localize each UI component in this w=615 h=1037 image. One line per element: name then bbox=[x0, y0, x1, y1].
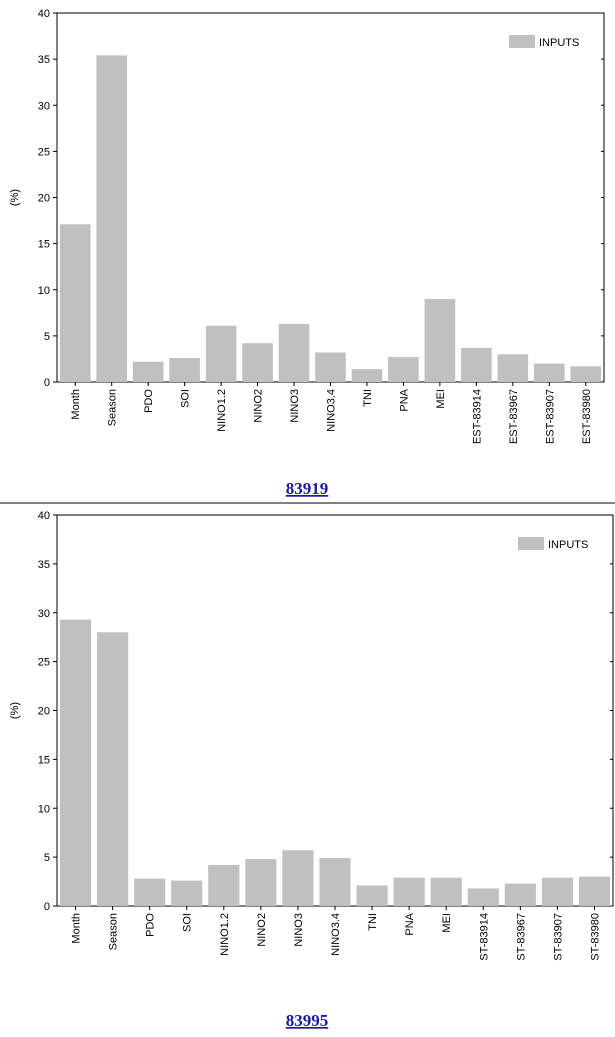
bar bbox=[430, 877, 462, 906]
x-tick-label: PDO bbox=[143, 389, 155, 413]
legend-label: INPUTS bbox=[539, 37, 579, 49]
x-tick-label: NINO3.4 bbox=[330, 913, 342, 956]
y-tick-label: 35 bbox=[38, 559, 50, 571]
bar bbox=[424, 298, 456, 382]
y-tick-label: 15 bbox=[38, 754, 50, 766]
bar bbox=[208, 864, 240, 906]
x-tick-label: PNA bbox=[404, 912, 416, 935]
x-tick-label: ST-83967 bbox=[515, 913, 527, 961]
bar bbox=[570, 366, 602, 382]
x-tick-label: ST-83907 bbox=[552, 913, 564, 961]
bar bbox=[388, 357, 419, 382]
y-axis-label: (%) bbox=[9, 189, 21, 206]
legend-swatch bbox=[518, 537, 544, 550]
bar bbox=[278, 323, 310, 382]
bar bbox=[541, 877, 573, 906]
bar bbox=[245, 859, 277, 906]
x-tick-label: NINO2 bbox=[253, 389, 265, 423]
x-tick-label: MEI bbox=[441, 913, 453, 933]
x-tick-label: MEI bbox=[435, 389, 447, 409]
y-tick-label: 5 bbox=[44, 331, 50, 343]
y-tick-label: 10 bbox=[38, 803, 50, 815]
x-tick-label: SOI bbox=[180, 389, 192, 408]
x-tick-label: EST-83914 bbox=[471, 389, 483, 444]
bar bbox=[319, 858, 351, 906]
x-tick-label: ST-83980 bbox=[589, 913, 601, 961]
x-tick-label: NINO3 bbox=[293, 913, 305, 947]
bar bbox=[205, 325, 237, 382]
x-tick-label: EST-83980 bbox=[581, 389, 593, 444]
x-tick-label: NINO3 bbox=[289, 389, 301, 423]
bar bbox=[59, 619, 92, 906]
y-tick-label: 5 bbox=[44, 852, 50, 864]
bar bbox=[171, 880, 203, 906]
x-tick-label: NINO1.2 bbox=[219, 913, 231, 956]
bar bbox=[533, 363, 565, 382]
x-tick-label: PNA bbox=[398, 388, 410, 411]
x-tick-label: ST-83914 bbox=[478, 913, 490, 961]
chart-caption: 83995 bbox=[286, 1011, 329, 1030]
bar bbox=[59, 224, 91, 382]
bar bbox=[242, 343, 273, 382]
bar bbox=[96, 55, 128, 383]
bar bbox=[97, 632, 129, 906]
y-tick-label: 30 bbox=[38, 608, 50, 620]
bar bbox=[351, 369, 383, 382]
x-tick-label: EST-83907 bbox=[544, 389, 556, 444]
y-tick-label: 20 bbox=[38, 193, 50, 205]
x-tick-label: NINO2 bbox=[256, 913, 268, 947]
y-tick-label: 20 bbox=[38, 706, 50, 718]
x-tick-label: Season bbox=[107, 389, 119, 426]
x-tick-label: TNI bbox=[362, 389, 374, 407]
bar bbox=[461, 347, 492, 382]
bar bbox=[169, 358, 200, 382]
x-tick-label: SOI bbox=[182, 913, 194, 932]
y-tick-label: 35 bbox=[38, 54, 50, 66]
x-tick-label: Season bbox=[108, 913, 120, 950]
y-tick-label: 0 bbox=[44, 901, 50, 913]
y-tick-label: 10 bbox=[38, 285, 50, 297]
x-tick-label: Month bbox=[71, 913, 83, 944]
x-tick-label: EST-83967 bbox=[508, 389, 520, 444]
plot-frame bbox=[56, 514, 614, 907]
plot-frame bbox=[56, 12, 605, 383]
bar bbox=[315, 352, 346, 382]
x-tick-label: Month bbox=[70, 389, 82, 420]
x-tick-label: NINO3.4 bbox=[326, 389, 338, 432]
y-tick-label: 30 bbox=[38, 100, 50, 112]
bar bbox=[132, 361, 164, 382]
bar bbox=[504, 883, 536, 906]
y-tick-label: 25 bbox=[38, 657, 50, 669]
y-tick-label: 40 bbox=[38, 8, 50, 20]
x-tick-label: TNI bbox=[367, 913, 379, 931]
x-tick-label: PDO bbox=[145, 913, 157, 937]
bar bbox=[578, 876, 611, 906]
bar bbox=[497, 354, 529, 382]
y-axis-label: (%) bbox=[9, 702, 21, 719]
y-tick-label: 25 bbox=[38, 146, 50, 158]
x-tick-label: NINO1.2 bbox=[216, 389, 228, 432]
bar bbox=[467, 888, 499, 906]
y-tick-label: 0 bbox=[44, 377, 50, 389]
chart-caption: 83919 bbox=[286, 479, 329, 498]
y-tick-label: 15 bbox=[38, 239, 50, 251]
y-tick-label: 40 bbox=[38, 510, 50, 522]
bar bbox=[282, 850, 314, 906]
legend-label: INPUTS bbox=[548, 539, 588, 551]
bar bbox=[134, 878, 166, 906]
bar bbox=[393, 877, 425, 906]
legend-swatch bbox=[509, 35, 535, 48]
bar bbox=[356, 885, 388, 906]
